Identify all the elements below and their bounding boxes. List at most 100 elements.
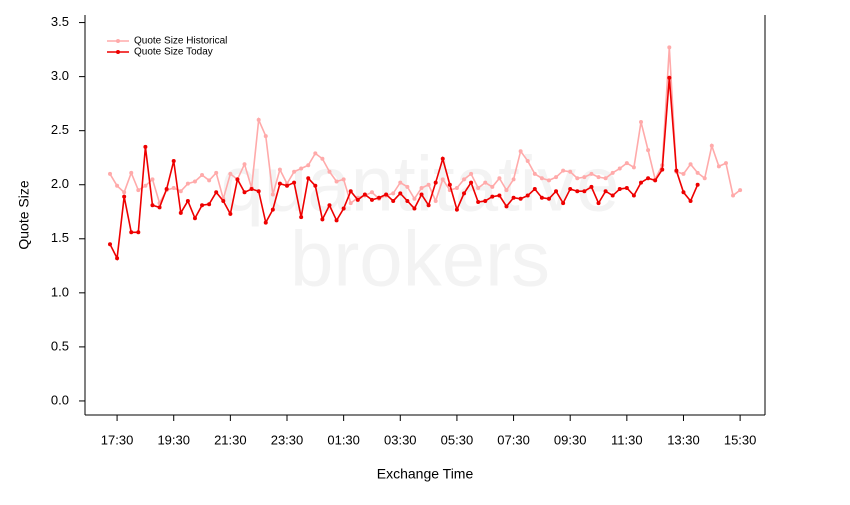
point (582, 189, 587, 194)
point (667, 75, 672, 80)
x-tick-label: 17:30 (101, 432, 134, 447)
point (320, 217, 325, 222)
point (603, 189, 608, 194)
point (157, 205, 162, 210)
point (405, 198, 410, 203)
point (539, 176, 544, 181)
x-tick-label: 03:30 (384, 432, 417, 447)
point (723, 161, 728, 166)
point (348, 201, 353, 206)
point (688, 162, 693, 167)
point (554, 189, 559, 194)
point (440, 177, 445, 182)
point (108, 242, 112, 247)
point (589, 171, 594, 176)
point (525, 193, 530, 198)
point (660, 167, 665, 172)
point (306, 176, 311, 181)
point (695, 170, 700, 175)
x-tick-label: 15:30 (724, 432, 757, 447)
legend-label: Quote Size Today (134, 47, 213, 58)
x-tick-label: 19:30 (157, 432, 190, 447)
point (702, 176, 707, 181)
point (136, 230, 141, 235)
y-axis-label: Quote Size (16, 180, 32, 249)
point (518, 196, 523, 201)
point (554, 175, 559, 180)
point (115, 183, 120, 188)
point (497, 193, 502, 198)
point (568, 169, 573, 174)
legend-point (116, 50, 120, 54)
point (292, 180, 297, 185)
point (454, 185, 459, 190)
point (561, 168, 566, 173)
point (610, 193, 615, 198)
point (624, 161, 629, 166)
point (412, 206, 417, 211)
point (525, 158, 530, 163)
point (320, 156, 325, 161)
point (575, 176, 580, 181)
point (518, 149, 523, 154)
point (108, 171, 112, 176)
point (185, 181, 190, 186)
point (277, 181, 282, 186)
point (596, 175, 601, 180)
point (532, 187, 537, 192)
y-tick-label: 3.5 (51, 14, 69, 29)
point (490, 194, 495, 199)
point (596, 201, 601, 206)
point (709, 143, 714, 148)
point (256, 189, 261, 194)
point (681, 171, 686, 176)
point (639, 180, 643, 185)
point (200, 173, 205, 177)
point (667, 45, 672, 50)
y-tick-label: 1.5 (51, 230, 69, 245)
y-tick-label: 2.0 (51, 176, 69, 191)
point (476, 200, 481, 205)
point (185, 198, 190, 203)
point (334, 179, 339, 184)
point (539, 195, 544, 200)
y-tick-label: 0.0 (51, 392, 69, 407)
point (617, 187, 622, 192)
point (214, 170, 219, 175)
point (568, 187, 573, 192)
point (327, 203, 332, 208)
point (285, 183, 289, 188)
point (200, 203, 205, 208)
point (511, 195, 516, 200)
point (242, 190, 247, 195)
point (122, 190, 127, 195)
legend-label: Quote Size Historical (134, 36, 227, 47)
point (731, 193, 736, 198)
point (469, 171, 474, 176)
point (362, 192, 367, 197)
point (242, 162, 247, 167)
point (178, 189, 183, 194)
point (419, 192, 424, 197)
x-tick-label: 07:30 (497, 432, 530, 447)
watermark: brokers (290, 215, 550, 303)
point (504, 204, 509, 209)
point (433, 180, 438, 185)
point (646, 148, 651, 153)
point (426, 203, 431, 208)
y-tick-label: 1.0 (51, 284, 69, 299)
point (129, 170, 134, 175)
point (462, 177, 466, 182)
point (143, 144, 148, 149)
point (369, 197, 374, 202)
point (369, 190, 374, 195)
point (483, 180, 488, 185)
point (532, 171, 537, 176)
point (624, 185, 629, 190)
point (610, 170, 615, 175)
point (738, 188, 743, 193)
point (143, 183, 148, 188)
point (589, 184, 594, 189)
point (695, 182, 700, 187)
point (263, 134, 268, 139)
